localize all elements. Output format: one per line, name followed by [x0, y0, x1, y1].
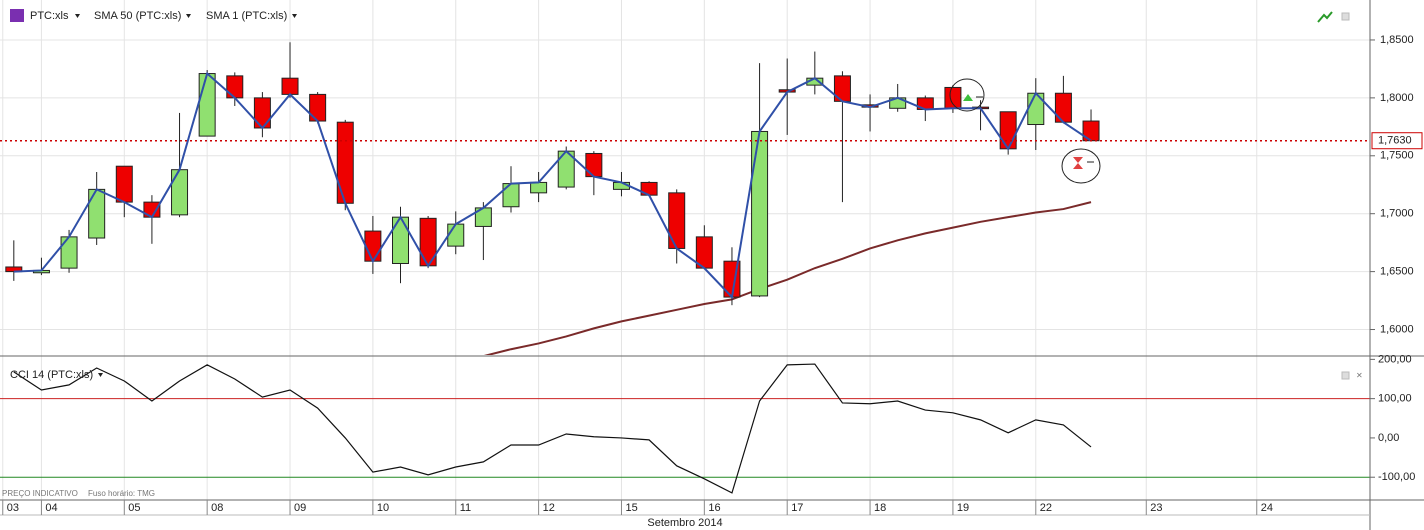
candle-body — [281, 77, 299, 95]
candle-body — [364, 230, 382, 262]
cci-panel — [13, 363, 1092, 494]
note: PREÇO INDICATIVO — [2, 489, 78, 498]
dropdown-arrow[interactable] — [186, 14, 191, 18]
x-tick-label: 08 — [211, 502, 223, 514]
candle-body — [944, 86, 962, 109]
y-tick-label: 100,00 — [1378, 393, 1412, 405]
x-tick-label: 10 — [377, 502, 389, 514]
sell-signal — [1073, 157, 1083, 169]
x-tick-label: 23 — [1150, 502, 1162, 514]
candle-body — [751, 130, 769, 297]
x-tick-label: 16 — [708, 502, 720, 514]
window-button[interactable] — [1341, 12, 1350, 21]
y-tick-label: 200,00 — [1378, 353, 1412, 365]
signal-circle — [949, 78, 985, 112]
legend-sma50[interactable]: SMA 50 (PTC:xls) — [94, 10, 181, 22]
y-tick-label: 1,6500 — [1380, 266, 1414, 278]
last-price-box — [1371, 132, 1423, 150]
y-tick-label: 1,8000 — [1380, 92, 1414, 104]
last-price-label: 1,7630 — [1378, 135, 1412, 147]
dropdown-arrow[interactable] — [292, 14, 297, 18]
signal-markers — [949, 78, 1101, 184]
candle-body — [447, 223, 465, 247]
x-tick-label: 05 — [128, 502, 140, 514]
candle-body — [502, 183, 520, 208]
signal-circle — [1061, 148, 1101, 184]
x-tick-label: 17 — [791, 502, 803, 514]
x-tick-label: 18 — [874, 502, 886, 514]
candle-body — [253, 97, 271, 129]
x-tick-label: 15 — [625, 502, 637, 514]
cci-line — [13, 363, 1092, 494]
buy-signal — [963, 94, 973, 101]
dropdown-arrow[interactable] — [75, 14, 80, 18]
axes: 03 04 05 08 09 10 11 12 15 16 17 18 19 22 23 24 1,6000 1,… — [2, 34, 1423, 515]
candle-body — [60, 236, 78, 269]
y-tick-label: -100,00 — [1378, 471, 1415, 483]
candle-body — [171, 169, 189, 216]
window-button[interactable] — [1341, 371, 1350, 380]
candle-body — [198, 73, 216, 137]
instrument-label[interactable]: PTC:xls — [30, 10, 69, 22]
cfd-icon — [10, 9, 24, 22]
x-tick-label: 03 — [7, 502, 19, 514]
x-tick-label: 12 — [543, 502, 555, 514]
candle-body — [226, 75, 244, 99]
x-tick-label: 22 — [1040, 502, 1052, 514]
note: Fuso horário: TMG — [88, 489, 155, 498]
x-tick-label: 04 — [45, 502, 57, 514]
candle-body — [668, 192, 686, 249]
legend-sma1[interactable]: SMA 1 (PTC:xls) — [206, 10, 287, 22]
candle-body — [336, 121, 354, 204]
candle-body — [115, 165, 133, 203]
candle-body — [999, 111, 1017, 150]
x-tick-label: 09 — [294, 502, 306, 514]
cci-label[interactable]: CCI 14 (PTC:xls) — [10, 369, 93, 381]
x-axis-title: Setembro 2014 — [647, 517, 722, 529]
dropdown-arrow[interactable] — [98, 373, 103, 377]
trend-icon[interactable] — [1317, 11, 1333, 23]
x-tick-label: 19 — [957, 502, 969, 514]
sma1-line — [13, 71, 1092, 300]
candle-body — [5, 266, 23, 273]
y-tick-label: 1,7000 — [1380, 208, 1414, 220]
y-tick-label: 1,7500 — [1380, 150, 1414, 162]
candle-body — [309, 93, 327, 122]
sma50-line — [483, 201, 1092, 355]
candle-body — [88, 188, 106, 239]
x-tick-label: 11 — [460, 502, 471, 514]
price-panel — [0, 42, 1370, 355]
y-tick-label: 1,6000 — [1380, 323, 1414, 335]
y-tick-label: 1,8500 — [1380, 34, 1414, 46]
candle-body — [585, 152, 603, 178]
y-tick-label: 0,00 — [1378, 432, 1399, 444]
candle-body — [392, 216, 410, 264]
candle-body — [1054, 92, 1072, 123]
x-tick-label: 24 — [1261, 502, 1273, 514]
close-button[interactable]: ✕ — [1356, 371, 1363, 380]
candle-body — [530, 181, 548, 194]
